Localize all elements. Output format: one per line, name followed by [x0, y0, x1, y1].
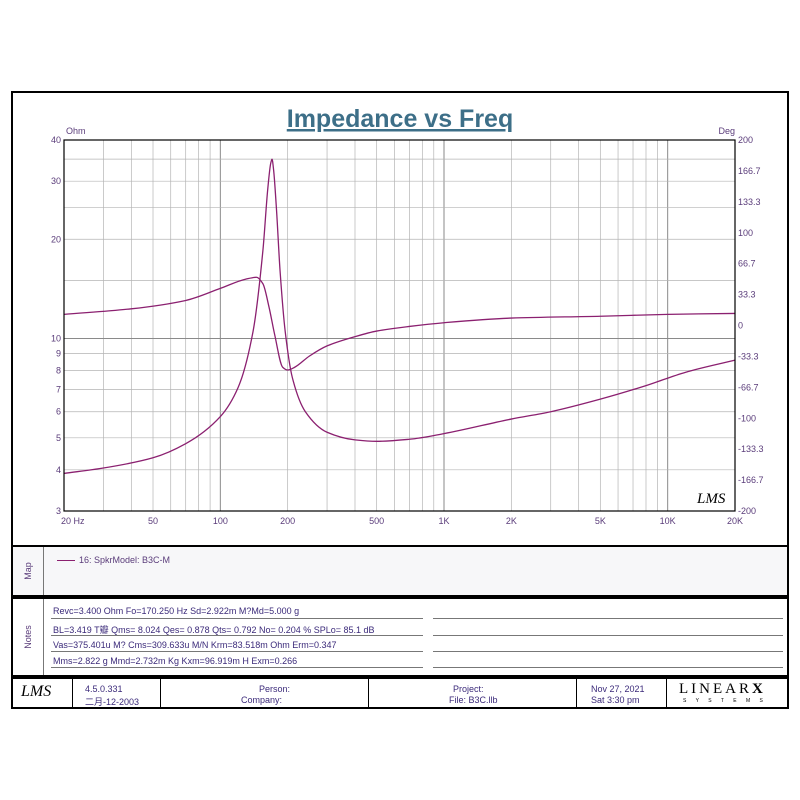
curves — [63, 158, 736, 475]
footer-version-cell: 4.5.0.331 二月-12-2003 — [73, 679, 161, 707]
footer-brand-name: LINEAR — [679, 681, 752, 697]
note-rule — [433, 667, 783, 668]
note-rule — [51, 651, 423, 652]
footer-version-date: 二月-12-2003 — [85, 697, 140, 707]
x-tick-label: 100 — [213, 516, 228, 526]
y-right-tick-label: 166.7 — [738, 166, 761, 176]
footer-date-cell: Nov 27, 2021 Sat 3:30 pm — [577, 679, 667, 707]
y-right-tick-label: -33.3 — [738, 351, 759, 361]
x-tick-label: 2K — [506, 516, 517, 526]
y-right-tick-label: -133.3 — [738, 444, 764, 454]
footer-brand-x: X — [752, 681, 766, 697]
y-left-tick-label: 20 — [51, 234, 61, 244]
y-right-tick-label: 133.3 — [738, 197, 761, 207]
y-left-tick-label: 7 — [56, 385, 61, 395]
x-tick-label: 5K — [595, 516, 606, 526]
y-left-tick-label: 5 — [56, 433, 61, 443]
footer-logo-cell: LMS — [13, 679, 73, 707]
map-side-label: Map — [13, 547, 44, 595]
footer-brand: LINEARX — [679, 681, 766, 698]
y-right-tick-label: -200 — [738, 506, 756, 516]
footer-time: Sat 3:30 pm — [591, 695, 640, 705]
x-tick-label: 1K — [438, 516, 449, 526]
chart-title: Impedance vs Freq — [287, 105, 513, 133]
x-tick-label: 20K — [727, 516, 743, 526]
footer-logo: LMS — [21, 683, 52, 700]
right-axis-label: Deg — [718, 126, 735, 136]
y-right-tick-label: 0 — [738, 321, 743, 331]
note-line: Mms=2.822 g Mmd=2.732m Kg Kxm=96.919m H … — [53, 656, 298, 666]
grid — [63, 139, 736, 512]
x-tick-label: 10K — [660, 516, 676, 526]
y-right-tick-label: 33.3 — [738, 290, 756, 300]
note-line: BL=3.419 T瓣 Qms= 8.024 Qes= 0.878 Qts= 0… — [53, 625, 375, 635]
map-label: Map — [23, 562, 33, 580]
y-right-tick-label: 66.7 — [738, 259, 756, 269]
y-right-tick-label: -166.7 — [738, 475, 764, 485]
y-left-tick-label: 8 — [56, 366, 61, 376]
y-left-tick-label: 10 — [51, 334, 61, 344]
impedance-chart: Impedance vs Freq Ohm Deg 20 Hz 50 100 200 5… — [51, 105, 764, 526]
footer-brand-sub: S Y S T E M S — [683, 698, 767, 704]
legend-swatch — [57, 559, 75, 561]
footer-project-cell: Project: File: B3C.llb — [369, 679, 577, 707]
notes-side-label: Notes — [13, 599, 44, 675]
y-right-tick-label: 100 — [738, 228, 753, 238]
footer-company-label: Company: — [241, 695, 283, 705]
y-left-tick-label: 4 — [56, 465, 61, 475]
y-left-tick-label: 3 — [56, 506, 61, 516]
y-left-tick-label: 30 — [51, 176, 61, 186]
footer-date: Nov 27, 2021 — [591, 684, 645, 694]
plot-area-border — [63, 139, 736, 512]
legend-text: 16: SpkrModel: B3C-M — [79, 555, 171, 565]
x-tick-label: 20 Hz — [61, 516, 85, 526]
impedance-curve — [63, 158, 736, 475]
footer-person-label: Person: — [259, 684, 291, 694]
y-right-tick-label: -100 — [738, 413, 756, 423]
left-axis-label: Ohm — [66, 126, 86, 136]
notes-panel: Notes Revc=3.400 Ohm Fo=170.250 Hz Sd=2.… — [11, 597, 789, 677]
x-tick-label: 200 — [280, 516, 295, 526]
note-rule — [433, 635, 783, 636]
footer-brand-cell: LINEARX S Y S T E M S — [667, 679, 787, 707]
footer: LMS 4.5.0.331 二月-12-2003 Person: Company… — [11, 677, 789, 709]
plot-logo: LMS — [696, 491, 726, 507]
legend-entry[interactable]: 16: SpkrModel: B3C-M — [57, 555, 170, 565]
notes-label: Notes — [23, 625, 33, 649]
note-line: Vas=375.401u M? Cms=309.633u M/N Krm=83.… — [53, 640, 337, 650]
note-rule — [433, 651, 783, 652]
y-left-tick-label: 9 — [56, 349, 61, 359]
map-panel: Map 16: SpkrModel: B3C-M — [11, 545, 789, 597]
footer-file-label: File: B3C.llb — [449, 695, 498, 705]
tick-labels: 20 Hz 50 100 200 500 1K 2K 5K 10K 20K 3 4 5 6 7 8 9 10 20 3… — [51, 135, 764, 526]
footer-version: 4.5.0.331 — [85, 684, 123, 694]
y-left-tick-label: 6 — [56, 407, 61, 417]
note-line: Revc=3.400 Ohm Fo=170.250 Hz Sd=2.922m M… — [53, 606, 300, 616]
note-rule — [51, 618, 423, 619]
note-rule — [433, 618, 783, 619]
footer-project-label: Project: — [453, 684, 484, 694]
x-tick-label: 500 — [369, 516, 384, 526]
y-left-tick-label: 40 — [51, 135, 61, 145]
x-tick-label: 50 — [148, 516, 158, 526]
note-rule — [51, 667, 423, 668]
y-right-tick-label: 200 — [738, 135, 753, 145]
note-rule — [51, 635, 423, 636]
y-right-tick-label: -66.7 — [738, 382, 759, 392]
footer-person-cell: Person: Company: — [161, 679, 369, 707]
phase-curve — [63, 276, 736, 371]
